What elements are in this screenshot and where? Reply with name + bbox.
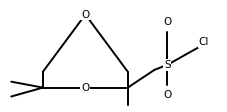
Text: O: O (163, 89, 171, 100)
Text: O: O (163, 17, 171, 27)
Text: Cl: Cl (198, 37, 208, 47)
Text: O: O (81, 10, 89, 19)
Text: O: O (81, 83, 89, 93)
Text: S: S (163, 60, 170, 70)
